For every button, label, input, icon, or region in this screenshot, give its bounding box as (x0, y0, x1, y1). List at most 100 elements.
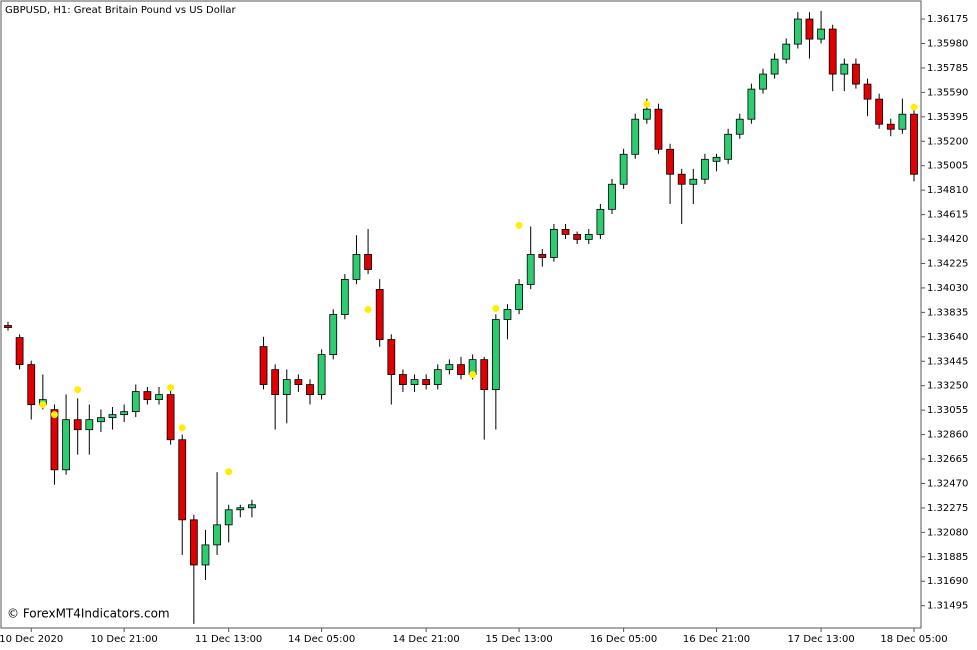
candle-body (329, 314, 338, 356)
candle-body (271, 369, 280, 395)
y-tick-label: 1.32665 (927, 454, 968, 465)
y-tick-label: 1.34030 (927, 283, 968, 294)
signal-dot (167, 384, 175, 392)
signal-dot (910, 103, 918, 111)
candle-body (898, 113, 907, 130)
y-tick-label: 1.34810 (927, 185, 968, 196)
candle-body (189, 519, 198, 566)
candle-body (457, 364, 465, 375)
candle-body (526, 254, 535, 285)
candle-body (654, 108, 663, 150)
x-tick-label: 18 Dec 05:00 (880, 634, 947, 645)
candle-body (178, 439, 187, 521)
candle-body (306, 384, 314, 395)
candle-body (445, 364, 454, 371)
x-tick-label: 16 Dec 05:00 (590, 634, 657, 645)
candle-body (236, 507, 245, 511)
candle-body (375, 289, 384, 340)
candle-body (817, 28, 825, 40)
candle-body (97, 417, 105, 423)
y-tick-label: 1.31885 (927, 552, 968, 563)
signal-dot (225, 468, 233, 476)
candle-body (631, 118, 640, 155)
y-tick-label: 1.33055 (927, 405, 968, 416)
y-tick-label: 1.32080 (927, 527, 968, 538)
y-tick-label: 1.33445 (927, 356, 968, 367)
candle-body (573, 234, 582, 240)
candle-body (701, 158, 709, 180)
y-tick-label: 1.33250 (927, 381, 968, 392)
x-tick-label: 14 Dec 05:00 (288, 634, 355, 645)
y-tick-label: 1.35395 (927, 112, 968, 123)
candle-body (213, 524, 221, 546)
plot-frame (0, 0, 922, 629)
y-tick-label: 1.35590 (927, 87, 968, 98)
candle-body (491, 319, 500, 390)
y-tick-label: 1.32275 (927, 503, 968, 514)
candle-body (50, 409, 59, 471)
x-tick-label: 10 Dec 21:00 (91, 634, 158, 645)
y-tick-label: 1.34615 (927, 210, 968, 221)
y-tick-label: 1.35980 (927, 38, 968, 49)
candle-body (166, 394, 175, 441)
candle-body (85, 419, 94, 431)
y-tick-label: 1.35200 (927, 136, 968, 147)
candle-body (863, 83, 872, 100)
candle-body (73, 419, 82, 431)
candle-body (422, 379, 431, 385)
x-tick-label: 17 Dec 13:00 (787, 634, 854, 645)
candle-body (62, 419, 70, 471)
signal-dot (39, 401, 47, 409)
signal-dot (50, 411, 58, 419)
signal-dot (643, 100, 651, 108)
candle-body (608, 183, 616, 210)
candle-body (294, 379, 303, 385)
candle-body (143, 391, 152, 401)
x-tick-label: 11 Dec 13:00 (195, 634, 262, 645)
candle-body (642, 108, 651, 120)
signal-dot (364, 305, 372, 313)
candle-body (782, 43, 791, 60)
x-tick-label: 16 Dec 21:00 (683, 634, 750, 645)
candle-body (770, 58, 779, 75)
y-tick-label: 1.34420 (927, 234, 968, 245)
y-tick-label: 1.34225 (927, 258, 968, 269)
candle-body (248, 504, 256, 509)
candle-body (120, 411, 129, 416)
candle-body (724, 133, 733, 160)
candle-body (596, 208, 605, 235)
candle-body (677, 173, 686, 185)
candle-body (503, 309, 512, 320)
x-tick-label: 14 Dec 21:00 (393, 634, 460, 645)
candle-body (793, 18, 802, 45)
signal-dot (74, 386, 82, 394)
candle-body (155, 394, 163, 401)
candle-body (131, 391, 140, 413)
signal-dot (178, 424, 186, 432)
candle-body (828, 28, 837, 75)
candle-body (4, 325, 12, 328)
x-tick-label: 15 Dec 13:00 (485, 634, 552, 645)
y-tick-label: 1.35785 (927, 63, 968, 74)
signal-dot (469, 371, 477, 379)
candle-body (875, 98, 884, 125)
candle-body (410, 379, 419, 385)
y-tick-label: 1.31495 (927, 601, 968, 612)
candle-body (561, 228, 570, 235)
candle-body (852, 63, 860, 85)
candle-body (317, 354, 326, 395)
candle-body (433, 369, 442, 385)
candle-body (108, 414, 117, 419)
candle-body (364, 254, 372, 270)
candle-body (399, 374, 407, 385)
y-tick-label: 1.36175 (927, 14, 968, 25)
candle-body (805, 18, 814, 40)
candle-body (689, 178, 698, 185)
candle-body (759, 73, 767, 90)
candle-body (584, 234, 593, 240)
y-tick-label: 1.32470 (927, 478, 968, 489)
signal-dot (492, 304, 500, 312)
candle-body (259, 346, 268, 385)
